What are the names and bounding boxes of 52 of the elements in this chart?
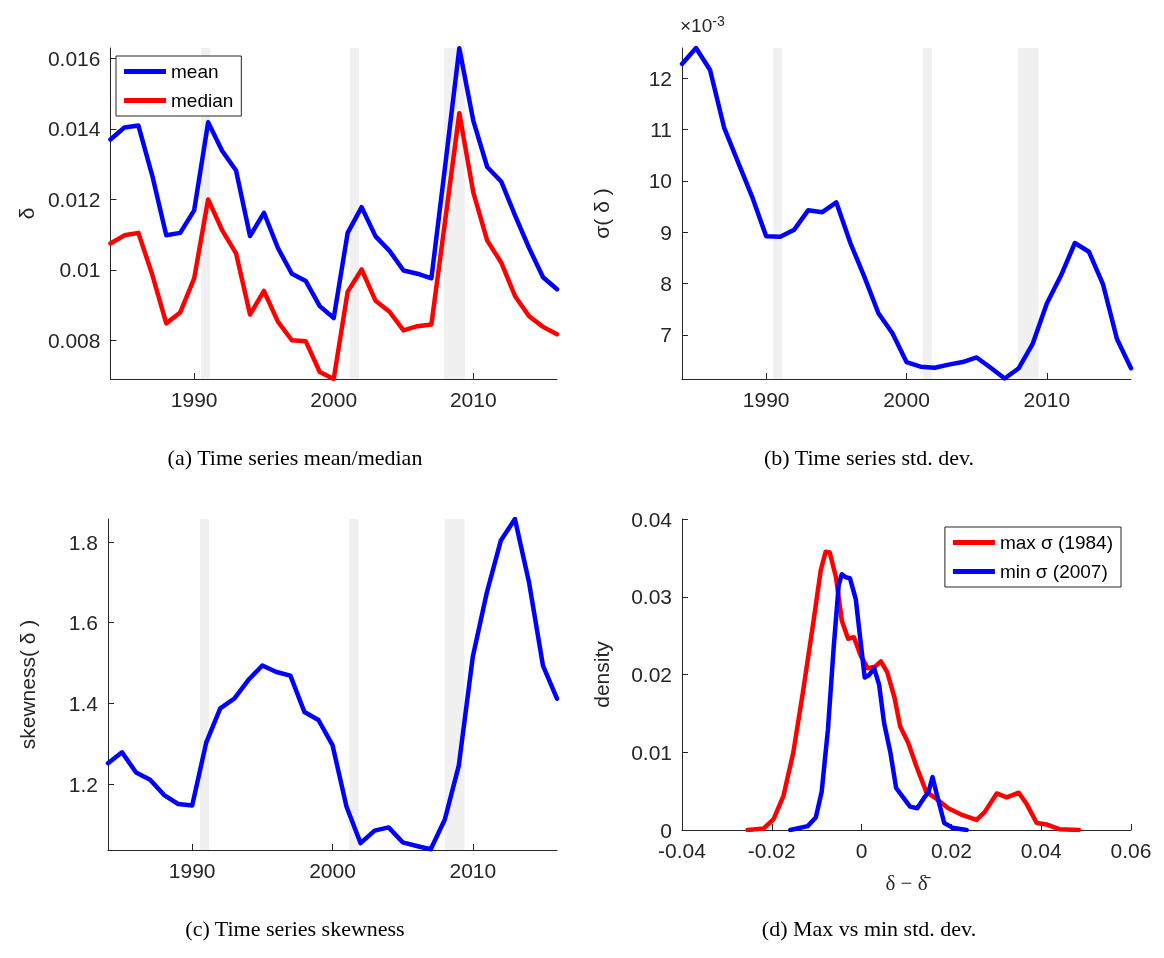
x-tick-label: 1990 xyxy=(170,388,218,411)
y-axis-title: σ( δ ) xyxy=(590,188,613,239)
x-tick-label: 0 xyxy=(855,839,868,862)
y-tick-label: 0 xyxy=(660,818,672,842)
y-axis-title: δ xyxy=(15,207,38,220)
x-tick-label: 1990 xyxy=(742,388,790,411)
y-tick-label: 1.6 xyxy=(68,611,98,635)
x-axis-title: δ − δ̄ xyxy=(885,870,932,895)
x-tick-label: 1990 xyxy=(168,859,216,882)
y-tick-label: 0.014 xyxy=(47,117,101,141)
y-tick-label: 1.8 xyxy=(68,530,98,554)
legend-label: median xyxy=(171,90,234,111)
line-series xyxy=(105,516,560,852)
x-tick-label: 2000 xyxy=(309,859,356,882)
text: (c) Time series skewness xyxy=(185,915,405,941)
legend-label: max σ (1984) xyxy=(999,532,1114,553)
x-tick-label: 2010 xyxy=(449,859,497,882)
y-tick-label: 0.012 xyxy=(47,187,101,211)
y-tick-label: 7 xyxy=(660,323,672,347)
y-tick-label: 0.016 xyxy=(47,47,101,71)
y-tick-label: 0.03 xyxy=(631,585,672,609)
x-tick-label: 0.04 xyxy=(1020,839,1062,862)
y-tick-label: 0.01 xyxy=(631,740,672,764)
y-axis-title: density xyxy=(590,640,613,708)
y-tick-label: 0.02 xyxy=(631,663,672,686)
line-series xyxy=(787,571,969,833)
y-tick-label: 0.008 xyxy=(47,328,101,352)
y-tick-label: 8 xyxy=(660,272,672,296)
line-series xyxy=(679,45,1134,381)
legend-label: min σ (2007) xyxy=(999,561,1108,582)
legend-label: mean xyxy=(171,61,219,82)
x-tick-label: 2010 xyxy=(449,388,497,411)
text: (a) Time series mean/median xyxy=(167,444,423,470)
x-tick-label: 2000 xyxy=(310,388,358,411)
y-tick-label: 0.01 xyxy=(59,258,101,282)
line-series xyxy=(108,46,560,321)
y-tick-label: 11 xyxy=(650,118,672,142)
text: (d) Max vs min std. dev. xyxy=(761,915,977,941)
x-tick-label: -0.02 xyxy=(747,839,796,862)
x-tick-label: 2010 xyxy=(1023,388,1071,411)
x-tick-label: 2000 xyxy=(883,388,930,411)
y-tick-label: 9 xyxy=(660,220,672,244)
y-tick-label: 0.04 xyxy=(631,507,673,531)
x-tick-label: 0.02 xyxy=(930,839,972,862)
y-tick-label: 1.4 xyxy=(68,691,99,715)
x-tick-label: -0.04 xyxy=(658,839,707,862)
y-tick-label: 1.2 xyxy=(68,772,98,796)
y-tick-label: 12 xyxy=(648,66,672,90)
x-tick-label: 0.06 xyxy=(1110,839,1152,862)
y-axis-title: skewness( δ ) xyxy=(16,619,39,750)
text: (b) Time series std. dev. xyxy=(763,444,975,470)
y-tick-label: 10 xyxy=(648,169,672,193)
